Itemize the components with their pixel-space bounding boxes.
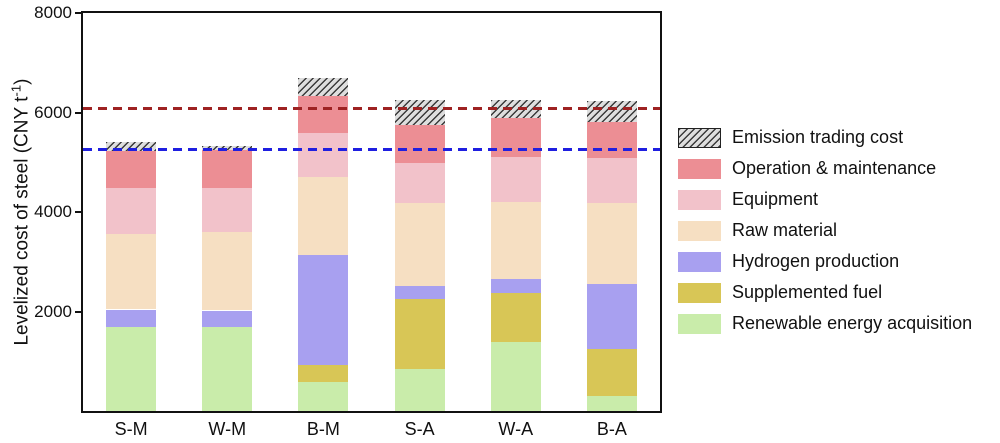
legend-label-renewable-energy-acquisition: Renewable energy acquisition (732, 313, 973, 333)
bar-b-a-segment-operation-maintenance (586, 122, 637, 159)
bar-w-a-segment-hydrogen-production (490, 278, 541, 293)
bar-s-m-segment-emission-trading-cost (106, 142, 157, 152)
legend-swatch-renewable-energy-acquisition (678, 313, 721, 334)
x-tick-label-w-a: W-A (498, 419, 534, 439)
y-tick-mark-4000 (75, 211, 81, 213)
x-tick-label-s-a: S-A (404, 419, 435, 439)
bar-s-a-segment-equipment (394, 163, 445, 204)
bar-w-m-segment-operation-maintenance (202, 150, 253, 189)
legend-swatch-equipment (678, 189, 721, 210)
legend-item-operation-maintenance: Operation & maintenance (678, 158, 936, 179)
bar-b-m-segment-equipment (298, 133, 349, 178)
bar-b-m-segment-emission-trading-cost (298, 77, 349, 96)
bar-b-a-segment-emission-trading-cost (586, 100, 637, 123)
bar-s-a-segment-operation-maintenance (394, 125, 445, 164)
y-tick-label-4000: 4000 (34, 202, 72, 221)
x-tick-label-s-m: S-M (114, 419, 148, 439)
bar-s-a-segment-raw-material (394, 203, 445, 286)
y-axis-title-superscript: -1 (8, 84, 24, 97)
y-tick-label-2000: 2000 (34, 301, 72, 321)
bar-w-m-segment-equipment (202, 188, 253, 232)
legend-label-hydrogen-production: Hydrogen production (732, 251, 900, 271)
bar-b-a-segment-renewable-energy-acquisition (586, 396, 637, 411)
bar-b-m-segment-hydrogen-production (298, 254, 349, 366)
plot-area (81, 11, 662, 413)
legend-label-supplemented-fuel: Supplemented fuel (732, 282, 883, 302)
legend-swatch-supplemented-fuel (678, 282, 721, 303)
y-tick-mark-6000 (75, 111, 81, 114)
bar-w-m-segment-raw-material (202, 231, 253, 311)
bar-b-a-segment-raw-material (586, 203, 637, 284)
bar-b-m-segment-renewable-energy-acquisition (298, 382, 349, 411)
legend-swatch-raw-material (678, 220, 721, 241)
legend-item-emission-trading-cost: Emission trading cost (678, 127, 903, 148)
bar-s-m-segment-renewable-energy-acquisition (106, 327, 157, 411)
legend-item-raw-material: Raw material (678, 220, 837, 241)
legend-item-supplemented-fuel: Supplemented fuel (678, 282, 882, 303)
x-tick-label-w-m: W-M (208, 419, 247, 439)
legend-item-renewable-energy-acquisition: Renewable energy acquisition (678, 313, 972, 334)
bar-b-a-segment-hydrogen-production (586, 283, 637, 350)
legend-label-raw-material: Raw material (732, 220, 838, 240)
bar-w-a-segment-raw-material (490, 202, 541, 279)
bar-s-a-segment-supplemented-fuel (394, 298, 445, 370)
legend-label-emission-trading-cost: Emission trading cost (732, 127, 904, 147)
bar-w-a-segment-operation-maintenance (490, 118, 541, 158)
bar-s-a-segment-renewable-energy-acquisition (394, 369, 445, 411)
bar-s-a-segment-emission-trading-cost (394, 99, 445, 126)
bar-b-m-segment-supplemented-fuel (298, 365, 349, 383)
legend-swatch-operation-maintenance (678, 158, 721, 179)
y-axis-title-close: ) (11, 78, 33, 85)
bar-s-m-segment-raw-material (106, 233, 157, 310)
y-tick-label-6000: 6000 (34, 102, 72, 122)
legend-swatch-emission-trading-cost (678, 127, 721, 148)
bar-w-m-segment-hydrogen-production (202, 310, 253, 328)
bar-b-a-segment-equipment (586, 158, 637, 204)
legend-swatch-hydrogen-production (678, 251, 721, 272)
bar-w-m-segment-renewable-energy-acquisition (202, 327, 253, 411)
bar-w-a-segment-supplemented-fuel (490, 292, 541, 343)
legend-label-operation-maintenance: Operation & maintenance (732, 158, 937, 178)
bar-s-a-segment-hydrogen-production (394, 285, 445, 299)
legend-label-equipment: Equipment (732, 189, 819, 209)
bar-s-m-segment-hydrogen-production (106, 309, 157, 328)
legend-item-equipment: Equipment (678, 189, 818, 210)
y-tick-label-8000: 8000 (34, 3, 72, 22)
bar-b-m-segment-raw-material (298, 177, 349, 255)
plot-inner (83, 13, 660, 411)
bar-w-a-segment-renewable-energy-acquisition (490, 342, 541, 411)
bar-w-a-segment-equipment (490, 157, 541, 203)
y-tick-mark-8000 (75, 12, 81, 14)
legend-item-hydrogen-production: Hydrogen production (678, 251, 899, 272)
x-tick-label-b-a: B-A (596, 419, 627, 439)
bar-s-m-segment-equipment (106, 188, 157, 234)
x-tick-label-b-m: B-M (306, 419, 340, 439)
reference-line-blue (83, 147, 660, 151)
bar-s-m-segment-operation-maintenance (106, 151, 157, 189)
bar-b-a-segment-supplemented-fuel (586, 349, 637, 397)
y-tick-mark-2000 (75, 310, 81, 313)
bar-b-m-segment-operation-maintenance (298, 95, 349, 134)
reference-line-red (83, 106, 660, 110)
